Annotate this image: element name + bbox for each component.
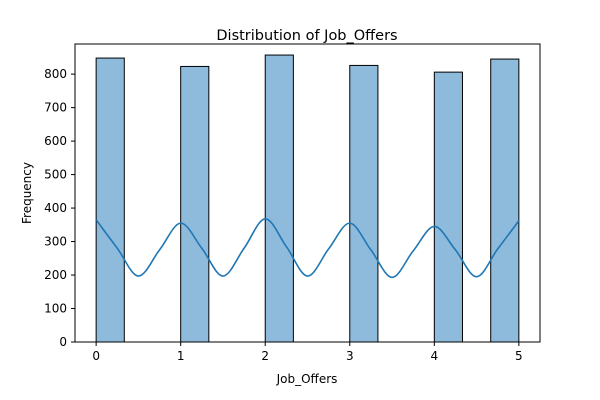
y-tick-label: 400 bbox=[44, 201, 67, 215]
y-tick-label: 300 bbox=[44, 235, 67, 249]
x-tick-label: 0 bbox=[92, 349, 100, 363]
y-axis: 0 100 200 300 400 500 600 700 800 bbox=[44, 67, 75, 349]
x-tick-label: 2 bbox=[261, 349, 269, 363]
histogram-bar-1 bbox=[180, 65, 210, 343]
kde-layer bbox=[95, 217, 520, 279]
histogram-bar-5 bbox=[490, 58, 520, 343]
y-tick-label: 600 bbox=[44, 134, 67, 148]
y-axis-label: Frequency bbox=[20, 162, 34, 224]
chart-title: Distribution of Job_Offers bbox=[216, 28, 397, 44]
histogram-bar-3 bbox=[349, 64, 379, 343]
histogram-bar-4 bbox=[433, 71, 463, 343]
y-tick-label: 700 bbox=[44, 101, 67, 115]
y-tick-label: 800 bbox=[44, 67, 67, 81]
plot-frame bbox=[74, 43, 541, 343]
x-tick-label: 3 bbox=[346, 349, 354, 363]
x-axis: 0 1 2 3 4 5 bbox=[92, 342, 523, 363]
y-tick-label: 100 bbox=[44, 302, 67, 316]
x-tick-label: 4 bbox=[430, 349, 438, 363]
y-tick-label: 200 bbox=[44, 268, 67, 282]
bars-layer bbox=[95, 54, 520, 343]
x-tick-label: 1 bbox=[177, 349, 185, 363]
histogram-bar-2 bbox=[264, 54, 294, 343]
y-tick-label: 0 bbox=[59, 335, 67, 349]
histogram-bar-0 bbox=[95, 57, 125, 343]
x-axis-label: Job_Offers bbox=[276, 372, 338, 386]
y-tick-label: 500 bbox=[44, 168, 67, 182]
kde-line bbox=[95, 217, 520, 279]
x-tick-label: 5 bbox=[515, 349, 523, 363]
